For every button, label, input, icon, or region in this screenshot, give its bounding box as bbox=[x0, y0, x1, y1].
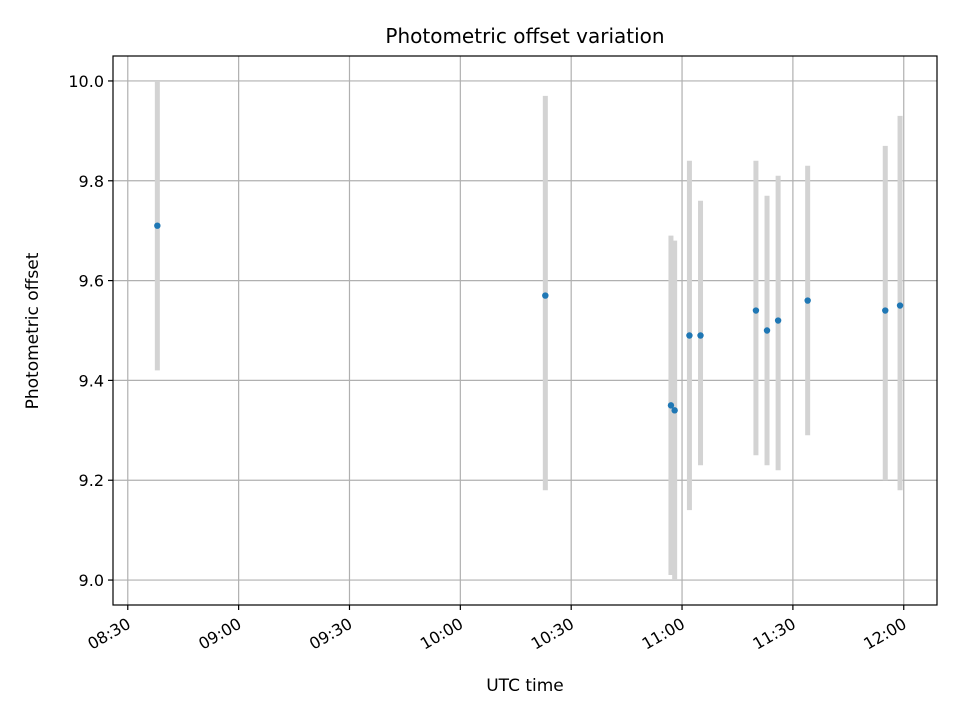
data-point bbox=[671, 407, 678, 414]
chart-title: Photometric offset variation bbox=[385, 24, 664, 48]
data-point bbox=[774, 317, 782, 324]
grid-lines bbox=[113, 56, 937, 605]
data-point bbox=[752, 307, 760, 314]
data-point bbox=[896, 302, 904, 309]
y-axis-ticks: 9.0 9.2 9.4 9.6 9.8 10.0 bbox=[68, 72, 113, 590]
data-point bbox=[882, 307, 889, 314]
y-tick-label: 9.0 bbox=[79, 571, 104, 590]
data-points bbox=[154, 222, 904, 414]
data-point bbox=[686, 332, 693, 339]
y-tick-label: 9.6 bbox=[79, 272, 104, 291]
data-point bbox=[697, 332, 704, 339]
plot-frame bbox=[112, 55, 938, 606]
x-axis-title: UTC time bbox=[486, 676, 564, 696]
y-tick-label: 10.0 bbox=[68, 72, 104, 91]
data-point bbox=[763, 327, 771, 334]
y-tick-label: 9.4 bbox=[79, 371, 104, 390]
y-tick-label: 9.2 bbox=[79, 471, 104, 490]
data-point bbox=[154, 222, 161, 229]
y-tick-label: 9.8 bbox=[79, 172, 104, 191]
y-axis-title: Photometric offset bbox=[23, 252, 43, 409]
data-point bbox=[804, 297, 811, 304]
data-point bbox=[542, 292, 549, 299]
data-point bbox=[667, 402, 675, 409]
